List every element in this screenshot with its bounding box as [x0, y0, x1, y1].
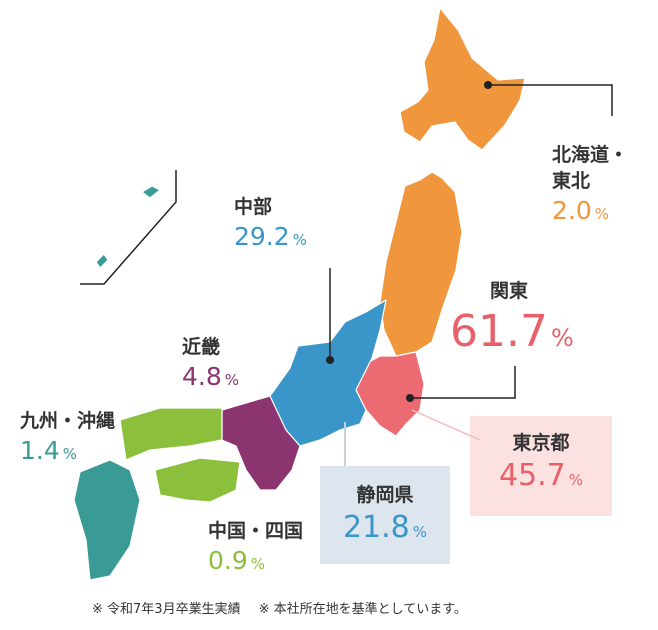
region-value-row: 4.8% — [182, 360, 239, 397]
region-value-row: 0.9% — [208, 544, 303, 581]
percent-unit: % — [250, 555, 266, 573]
region-name: 中部 — [234, 196, 273, 218]
dot — [484, 81, 492, 89]
note: ※ 本社所在地を基準としています。 — [258, 602, 467, 617]
region-value-row: 45.7% — [470, 456, 612, 500]
dot — [326, 356, 334, 364]
pointer-dots — [326, 81, 492, 402]
percent-unit: % — [412, 523, 428, 541]
region-label: 関東 61.7% — [450, 278, 574, 366]
region-name: 東北 — [552, 170, 591, 192]
region-value: 21.8 — [342, 510, 410, 545]
dot — [406, 394, 414, 402]
inset-frame — [80, 170, 177, 285]
percent-unit: % — [224, 371, 240, 389]
region-label: 九州・沖縄 1.4% — [20, 408, 115, 471]
kinki — [221, 395, 301, 491]
region-value-row: 2.0% — [552, 194, 628, 231]
okinawa — [141, 185, 161, 199]
region-value: 0.9 — [208, 546, 248, 575]
region-value-row: 1.4% — [20, 434, 115, 471]
region-label: 中部 29.2% — [234, 194, 307, 257]
percent-unit: % — [594, 205, 610, 223]
chugoku — [119, 407, 223, 461]
region-label: 北海道・ 東北 2.0% — [552, 142, 628, 231]
region-label: 東京都 45.7% — [470, 430, 612, 500]
tohoku — [379, 171, 463, 357]
percent-unit: % — [292, 231, 307, 249]
region-label: 中国・四国 0.9% — [208, 518, 303, 581]
percent-unit: % — [568, 471, 584, 489]
region-value: 45.7 — [498, 458, 566, 493]
region-name: 近畿 — [182, 336, 221, 358]
shizuoka-box — [320, 466, 450, 564]
region-name: 静岡県 — [356, 484, 414, 506]
region-value: 29.2 — [234, 222, 290, 251]
note: ※ 令和7年3月卒業生実績 — [92, 602, 241, 617]
notes: ※ 令和7年3月卒業生実績 ※ 本社所在地を基準としています。 — [92, 598, 485, 617]
region-value-row: 61.7% — [450, 304, 574, 366]
shikoku — [154, 457, 241, 503]
region-label: 静岡県 21.8% — [320, 482, 450, 552]
region-value: 2.0 — [552, 196, 592, 225]
region-value-row: 21.8% — [320, 508, 450, 552]
region-value: 4.8 — [182, 362, 222, 391]
hokkaido — [399, 7, 526, 151]
okinawa-south — [95, 253, 109, 269]
region-value-row: 29.2% — [234, 220, 307, 257]
region-name: 北海道・ — [552, 144, 629, 166]
region-name: 中国・四国 — [208, 520, 304, 542]
region-name: 関東 — [490, 280, 529, 302]
tokyo-box — [470, 416, 612, 516]
pointer-hokkaido — [488, 84, 613, 116]
kyushu — [73, 459, 141, 581]
percent-unit: % — [550, 324, 574, 352]
region-name: 九州・沖縄 — [20, 410, 116, 432]
region-label: 近畿 4.8% — [182, 334, 239, 397]
region-value: 1.4 — [20, 436, 60, 465]
pointer-kanto — [410, 366, 516, 399]
region-value: 61.7 — [450, 306, 548, 357]
pointer-tokyo — [411, 409, 481, 441]
region-name: 東京都 — [512, 432, 570, 454]
percent-unit: % — [62, 445, 78, 463]
